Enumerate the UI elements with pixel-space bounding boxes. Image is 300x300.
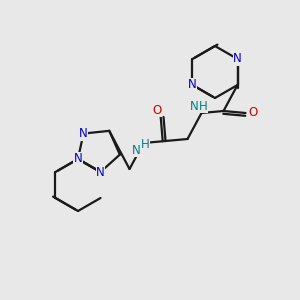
Text: N: N (190, 100, 199, 112)
Text: N: N (233, 52, 242, 65)
Text: N: N (188, 79, 197, 92)
Text: H: H (199, 100, 208, 112)
Text: H: H (141, 139, 150, 152)
Text: O: O (152, 103, 161, 116)
Text: N: N (79, 127, 88, 140)
Text: N: N (96, 166, 105, 178)
Text: O: O (248, 106, 257, 119)
Text: N: N (74, 152, 82, 166)
Text: N: N (132, 143, 141, 157)
